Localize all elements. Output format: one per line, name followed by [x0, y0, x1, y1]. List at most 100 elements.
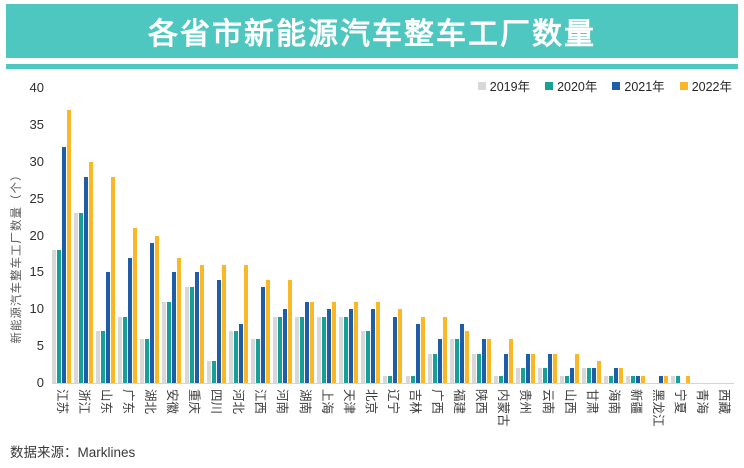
x-tick-label: 浙江 — [76, 389, 91, 415]
bar-2020年 — [587, 368, 592, 383]
x-label-cell: 江苏 — [52, 386, 71, 438]
x-tick-label: 青海 — [695, 389, 710, 415]
x-tick-label: 广西 — [430, 389, 445, 415]
bar-2019年 — [383, 375, 388, 383]
bar-2020年 — [322, 316, 327, 383]
bar-group — [361, 301, 381, 383]
bar-group — [383, 309, 403, 383]
bar-2020年 — [366, 331, 371, 383]
x-tick-label: 天津 — [341, 389, 356, 415]
bar-2022年 — [530, 353, 535, 383]
bar-group — [140, 235, 160, 383]
bar-2020年 — [344, 316, 349, 383]
bar-2019年 — [405, 375, 410, 383]
bar-2019年 — [184, 287, 189, 383]
bar-2020年 — [565, 375, 570, 383]
bar-chart: 2019年 2020年 2021年 2022年 0 5 10 15 20 25 30 35 40 江苏… — [0, 70, 744, 442]
bar-2020年 — [101, 331, 106, 383]
bar-2020年 — [432, 353, 437, 383]
bar-2021年 — [548, 353, 553, 383]
bar-2019年 — [449, 338, 454, 383]
bar-2021年 — [150, 242, 155, 383]
x-tick-label: 河南 — [275, 389, 290, 415]
bar-2020年 — [543, 368, 548, 383]
bar-2021年 — [371, 309, 376, 383]
legend-label: 2020年 — [557, 80, 598, 94]
bar-2021年 — [636, 375, 641, 383]
legend: 2019年 2020年 2021年 2022年 — [477, 76, 732, 95]
bar-2020年 — [498, 375, 503, 383]
bar-2022年 — [464, 331, 469, 383]
x-label-cell: 云南 — [538, 386, 557, 438]
header-banner: 各省市新能源汽车整车工厂数量 — [6, 4, 738, 58]
bar-2019年 — [538, 368, 543, 383]
bar-2019年 — [162, 301, 167, 383]
x-label-cell: 浙江 — [74, 386, 93, 438]
bar-group — [582, 360, 602, 383]
x-label-cell: 宁夏 — [671, 386, 690, 438]
header-accent-rule — [6, 64, 738, 69]
bar-group — [317, 301, 337, 383]
bar-2019年 — [96, 331, 101, 383]
bar-2020年 — [189, 287, 194, 383]
bar-2021年 — [614, 368, 619, 383]
bar-2020年 — [609, 375, 614, 383]
x-label-cell: 西藏 — [715, 386, 734, 438]
bars-row — [52, 88, 734, 384]
bar-group — [471, 338, 491, 383]
legend-swatch-icon — [612, 81, 621, 90]
legend-item: 2019年 — [477, 76, 530, 95]
y-tick-label: 35 — [29, 116, 44, 132]
bar-2019年 — [427, 353, 432, 383]
bar-2020年 — [277, 316, 282, 383]
bar-group — [52, 110, 71, 383]
legend-item: 2020年 — [545, 76, 597, 95]
bar-2020年 — [300, 316, 305, 383]
bar-2019年 — [582, 368, 587, 383]
x-tick-label: 上海 — [319, 389, 334, 415]
x-label-cell: 福建 — [450, 386, 469, 438]
x-tick-label: 辽宁 — [385, 389, 400, 415]
bar-2021年 — [349, 309, 354, 383]
bar-group — [493, 338, 513, 383]
x-tick-label: 西藏 — [717, 389, 732, 415]
x-label-cell: 重庆 — [185, 386, 204, 438]
legend-swatch-icon — [679, 81, 688, 90]
y-tick-label: 30 — [29, 153, 44, 169]
y-axis-ticks: 0 5 10 15 20 25 30 35 40 — [0, 70, 44, 442]
x-tick-label: 吉林 — [408, 389, 422, 415]
bar-2022年 — [641, 375, 646, 383]
y-tick-label: 40 — [29, 80, 44, 95]
bar-2020年 — [57, 250, 61, 383]
legend-swatch-icon — [545, 81, 554, 90]
x-tick-label: 山东 — [98, 389, 113, 415]
x-label-cell: 山东 — [96, 386, 115, 438]
bar-2020年 — [476, 353, 481, 383]
bar-2020年 — [79, 213, 84, 383]
bar-group — [649, 375, 668, 383]
bar-2019年 — [317, 316, 322, 383]
x-tick-label: 新疆 — [628, 389, 643, 415]
bar-2021年 — [305, 301, 310, 383]
bar-group — [670, 375, 690, 383]
bar-2020年 — [255, 338, 260, 383]
x-label-cell: 山西 — [560, 386, 579, 438]
bar-2021年 — [503, 353, 508, 383]
bar-2022年 — [597, 360, 602, 383]
bar-2022年 — [243, 265, 248, 383]
legend-swatch-icon — [477, 81, 486, 90]
bar-2019年 — [361, 331, 366, 383]
bar-2022年 — [354, 301, 359, 383]
x-tick-label: 广东 — [120, 389, 135, 415]
bar-group — [538, 353, 558, 383]
bar-group — [339, 301, 359, 383]
x-label-cell: 甘肃 — [582, 386, 601, 438]
legend-label: 2021年 — [624, 80, 665, 94]
x-label-cell: 河南 — [273, 386, 292, 438]
bar-group — [184, 265, 204, 383]
bar-group — [250, 279, 270, 383]
bar-2021年 — [260, 287, 265, 383]
bar-2019年 — [272, 316, 277, 383]
bar-2019年 — [206, 360, 211, 383]
